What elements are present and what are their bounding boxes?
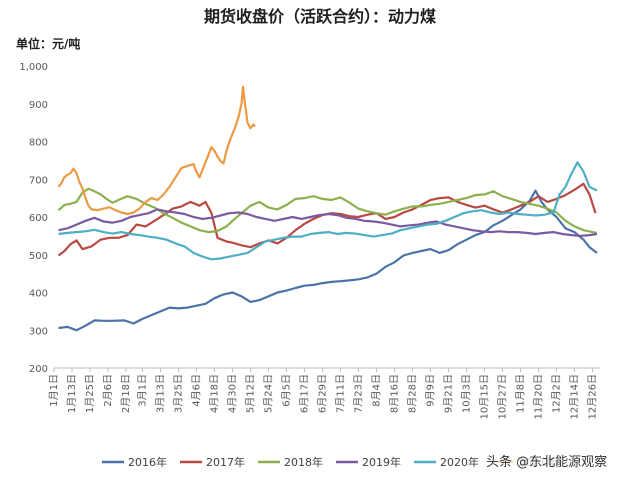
x-tick-label: 3月1日 — [137, 374, 149, 407]
x-tick-label: 11月20日 — [533, 374, 545, 419]
x-tick-label: 2月18日 — [120, 374, 132, 413]
x-tick-label: 7月23日 — [353, 374, 365, 413]
x-tick-label: 4月18日 — [209, 374, 221, 413]
legend-label: 2017年 — [206, 455, 245, 469]
legend-label: 2016年 — [128, 455, 167, 469]
y-tick-label: 300 — [29, 326, 48, 337]
watermark: 头条 @东北能源观察 — [478, 449, 638, 473]
x-tick-label: 1月13日 — [66, 374, 78, 413]
x-tick-label: 6月17日 — [299, 374, 311, 413]
x-tick-label: 9月21日 — [443, 374, 455, 413]
x-tick-label: 10月3日 — [461, 374, 473, 413]
series-line-2017年 — [57, 182, 597, 257]
y-tick-label: 400 — [29, 289, 48, 300]
x-tick-label: 3月25日 — [173, 374, 185, 413]
series-line-2020年 — [58, 161, 598, 261]
legend-label: 2020年 — [440, 455, 479, 469]
x-tick-label: 6月29日 — [317, 374, 329, 413]
chart-title: 期货收盘价（活跃合约）：动力煤 — [204, 7, 436, 26]
series-line-2021年 — [57, 85, 256, 216]
x-tick-label: 5月24日 — [263, 374, 275, 413]
x-tick-label: 5月12日 — [245, 374, 257, 413]
x-tick-label: 12月26日 — [587, 374, 599, 419]
watermark-text: 头条 @东北能源观察 — [486, 454, 607, 470]
x-tick-label: 1月1日 — [48, 374, 60, 407]
y-tick-label: 600 — [29, 213, 48, 224]
x-axis: 1月1日 1月13日 1月25日 2月6日 2月18日 3月1日 3月13日 3月25日 4月6… — [48, 367, 600, 419]
x-tick-label: 12月14日 — [569, 374, 581, 419]
y-tick-label: 200 — [29, 364, 48, 375]
legend-label: 2019年 — [362, 455, 401, 469]
y-tick-label: 800 — [29, 138, 48, 149]
x-tick-label: 6月5日 — [281, 374, 293, 407]
x-tick-label: 10月15日 — [479, 374, 491, 419]
series-line-2019年 — [58, 208, 598, 237]
plot-area — [57, 85, 598, 332]
unit-label: 单位：元/吨 — [16, 36, 80, 51]
x-tick-label: 3月13日 — [155, 374, 167, 413]
x-tick-label: 1月25日 — [84, 374, 96, 413]
series-line-2018年 — [57, 187, 598, 234]
series-line-2016年 — [58, 189, 598, 332]
y-tick-label: 700 — [29, 175, 48, 186]
x-tick-label: 8月16日 — [389, 374, 401, 413]
x-tick-label: 12月2日 — [551, 374, 563, 413]
x-tick-label: 11月8日 — [515, 374, 527, 413]
legend-label: 2018年 — [284, 455, 323, 469]
x-tick-label: 8月4日 — [371, 374, 383, 407]
y-tick-label: 900 — [29, 100, 48, 111]
x-tick-label: 7月11日 — [335, 374, 347, 413]
x-tick-label: 4月6日 — [191, 374, 203, 407]
x-tick-label: 4月30日 — [227, 374, 239, 413]
x-tick-label: 2月6日 — [102, 374, 114, 407]
y-tick-label: 500 — [29, 251, 48, 262]
x-tick-label: 10月27日 — [497, 374, 509, 419]
x-tick-label: 9月9日 — [425, 374, 437, 407]
x-tick-label: 8月28日 — [407, 374, 419, 413]
y-tick-label: 1,000 — [19, 62, 48, 73]
y-axis: 200 300 400 500 600 700 800 900 1,000 — [19, 62, 48, 375]
